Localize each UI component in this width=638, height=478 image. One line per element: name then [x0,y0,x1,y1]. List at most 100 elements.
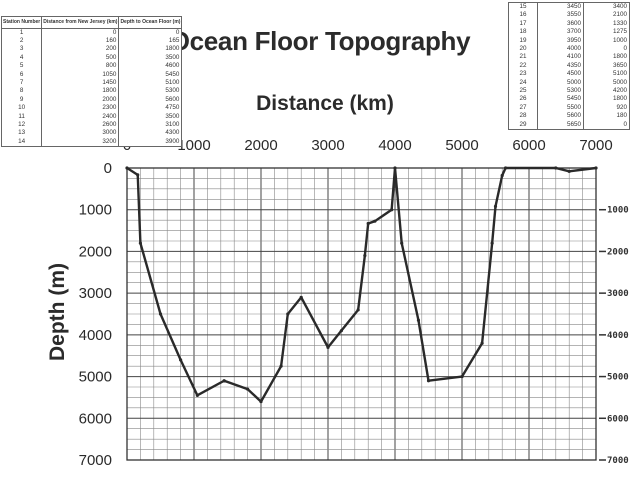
depth-cell: 1330 [583,19,630,29]
data-point [356,308,360,312]
table-row: 6 1050 5450 [0,70,183,79]
x-tick-label: 7000 [579,137,612,154]
header-station-number: Station Number [0,16,43,29]
station-number-cell: 18 [507,28,539,37]
x-axis-label: Distance (km) [256,92,394,115]
distance-cell: 3700 [537,28,585,37]
depth-cell: 5600 [118,95,183,105]
y-tick-label: 0 [104,160,112,177]
data-point [326,345,330,349]
distance-cell: 160 [41,36,120,46]
table-row: 13 3000 4300 [0,129,183,138]
right-tick-label: 7000 [607,456,629,466]
depth-cell: 5450 [118,70,183,79]
station-number-cell: 9 [0,95,43,105]
table-row: 19 3950 1000 [507,36,630,46]
table-row: 23 4500 5100 [507,70,630,79]
y-tick-label: 6000 [79,410,112,427]
station-number-cell: 25 [507,87,539,96]
depth-cell: 4600 [118,62,183,71]
y-tick-label: 5000 [79,369,112,386]
x-tick-label: 4000 [378,137,411,154]
distance-cell: 3600 [537,19,585,29]
distance-cell: 5450 [537,95,585,104]
data-point [426,379,431,383]
x-tick-label: 2000 [244,137,277,154]
data-point [567,169,571,173]
distance-cell: 2600 [41,120,120,130]
data-point [416,318,421,322]
table-row: 3 200 1800 [0,45,183,54]
table-row: 5 800 4600 [0,62,183,71]
table-row: 17 3600 1330 [507,19,630,29]
station-number-cell: 19 [507,36,539,46]
depth-cell: 180 [583,112,630,121]
table-row: 14 3200 3900 [0,137,183,147]
depth-profile-line [125,166,598,403]
distance-cell: 5500 [537,103,585,113]
header-distance: Distance from New Jersey (km) [41,16,120,29]
table-row: 22 4350 3650 [507,61,630,71]
depth-cell: 4300 [118,129,183,138]
y-tick-label: 3000 [79,285,112,302]
data-point [259,400,263,404]
data-point [158,312,163,316]
depth-cell: 5100 [583,70,630,79]
depth-cell: 2100 [583,11,630,20]
table-row: 8 1800 5300 [0,87,183,96]
data-point [279,364,283,368]
data-point [503,166,508,170]
distance-cell: 3550 [537,11,585,20]
distance-cell: 800 [41,62,120,71]
depth-cell: 3900 [118,137,183,147]
distance-cell: 4500 [537,70,585,79]
station-number-cell: 4 [0,53,43,63]
depth-cell: 1800 [583,53,630,62]
right-tick-label: 4000 [607,331,629,341]
table-row: 24 5000 5000 [507,78,630,88]
station-number-cell: 21 [507,53,539,62]
x-tick-label: 5000 [445,137,478,154]
data-point [594,166,598,170]
depth-cell: 920 [583,103,630,113]
data-point [179,358,183,362]
distance-cell: 3000 [41,129,120,138]
station-number-cell: 1 [0,28,43,37]
station-number-cell: 27 [507,103,539,113]
table-row: 9 2000 5600 [0,95,183,105]
station-number-cell: 7 [0,78,43,88]
depth-cell: 3650 [583,61,630,71]
data-point [493,204,498,208]
station-number-cell: 23 [507,70,539,79]
station-number-cell: 2 [0,36,43,46]
distance-cell: 200 [41,45,120,54]
table-row: 29 5650 0 [507,120,630,130]
depth-cell: 3500 [118,112,183,121]
data-point [136,173,140,177]
table-row: 28 5600 180 [507,112,630,121]
data-point [138,241,142,245]
table-row: 15 3450 3400 [507,2,630,12]
right-tick-label: 2000 [607,247,629,257]
table-row: 26 5450 1800 [507,95,630,104]
station-number-cell: 5 [0,62,43,71]
table-row: 7 1450 5100 [0,78,183,88]
data-point [222,379,226,383]
distance-cell: 4350 [537,61,585,71]
data-point [299,295,303,299]
table-row: 18 3700 1275 [507,28,630,37]
right-tick-label: 1000 [607,206,629,216]
x-tick-label: 3000 [311,137,344,154]
data-point [373,219,377,223]
data-point [339,329,343,333]
y-axis-label: Depth (m) [46,263,69,361]
depth-cell: 1000 [583,36,630,46]
distance-cell: 5300 [537,87,585,96]
table-row: 11 2400 3500 [0,112,183,121]
distance-cell: 5000 [537,78,585,88]
depth-cell: 4750 [118,104,183,113]
depth-cell: 1800 [118,45,183,54]
distance-cell: 1800 [41,87,120,96]
